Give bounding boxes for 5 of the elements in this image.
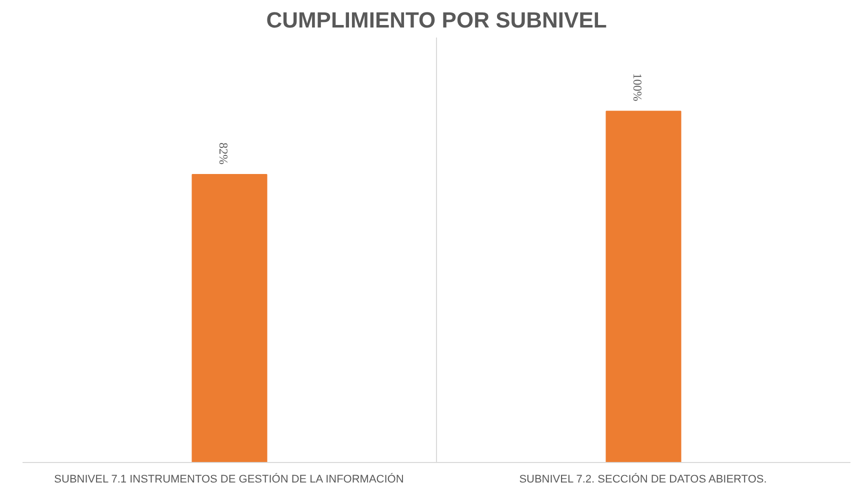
x-tick-label: SUBNIVEL 7.1 INSTRUMENTOS DE GESTIÓN DE LA INFORMACIÓN: [54, 472, 404, 486]
data-label: 82%: [216, 142, 230, 164]
chart-title: CUMPLIMIENTO POR SUBNIVEL: [266, 8, 607, 32]
x-tick-label: SUBNIVEL 7.2. SECCIÓN DE DATOS ABIERTOS.: [519, 472, 767, 486]
data-label: 100%: [630, 73, 644, 102]
